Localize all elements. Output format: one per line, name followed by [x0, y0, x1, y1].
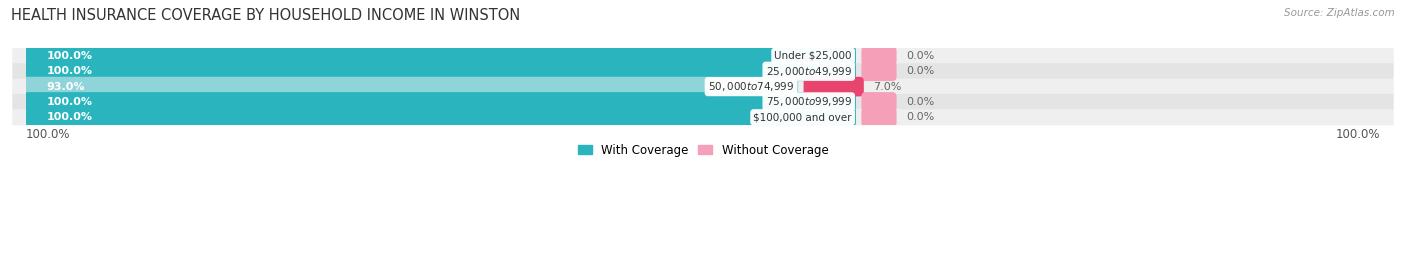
Text: 100.0%: 100.0% [1336, 128, 1379, 141]
FancyBboxPatch shape [22, 92, 856, 112]
Text: 0.0%: 0.0% [905, 51, 935, 61]
FancyBboxPatch shape [13, 48, 1393, 64]
Legend: With Coverage, Without Coverage: With Coverage, Without Coverage [572, 139, 834, 161]
FancyBboxPatch shape [862, 92, 897, 112]
FancyBboxPatch shape [22, 107, 856, 127]
FancyBboxPatch shape [13, 109, 1393, 125]
Text: 100.0%: 100.0% [46, 112, 93, 122]
Text: 7.0%: 7.0% [873, 82, 901, 92]
FancyBboxPatch shape [22, 77, 799, 96]
Text: 100.0%: 100.0% [46, 66, 93, 76]
FancyBboxPatch shape [13, 94, 1393, 110]
FancyBboxPatch shape [13, 79, 1393, 94]
FancyBboxPatch shape [13, 63, 1393, 79]
FancyBboxPatch shape [862, 46, 897, 66]
Text: 0.0%: 0.0% [905, 66, 935, 76]
FancyBboxPatch shape [22, 62, 856, 81]
Text: 0.0%: 0.0% [905, 97, 935, 107]
FancyBboxPatch shape [862, 107, 897, 127]
Text: 100.0%: 100.0% [46, 51, 93, 61]
FancyBboxPatch shape [862, 62, 897, 81]
Text: $75,000 to $99,999: $75,000 to $99,999 [766, 95, 852, 109]
Text: $25,000 to $49,999: $25,000 to $49,999 [766, 65, 852, 78]
Text: $100,000 and over: $100,000 and over [754, 112, 852, 122]
FancyBboxPatch shape [22, 46, 856, 66]
Text: HEALTH INSURANCE COVERAGE BY HOUSEHOLD INCOME IN WINSTON: HEALTH INSURANCE COVERAGE BY HOUSEHOLD I… [11, 8, 520, 23]
FancyBboxPatch shape [804, 77, 863, 96]
Text: 0.0%: 0.0% [905, 112, 935, 122]
Text: 100.0%: 100.0% [27, 128, 70, 141]
Text: $50,000 to $74,999: $50,000 to $74,999 [707, 80, 794, 93]
Text: Under $25,000: Under $25,000 [775, 51, 852, 61]
Text: 93.0%: 93.0% [46, 82, 84, 92]
Text: 100.0%: 100.0% [46, 97, 93, 107]
Text: Source: ZipAtlas.com: Source: ZipAtlas.com [1284, 8, 1395, 18]
